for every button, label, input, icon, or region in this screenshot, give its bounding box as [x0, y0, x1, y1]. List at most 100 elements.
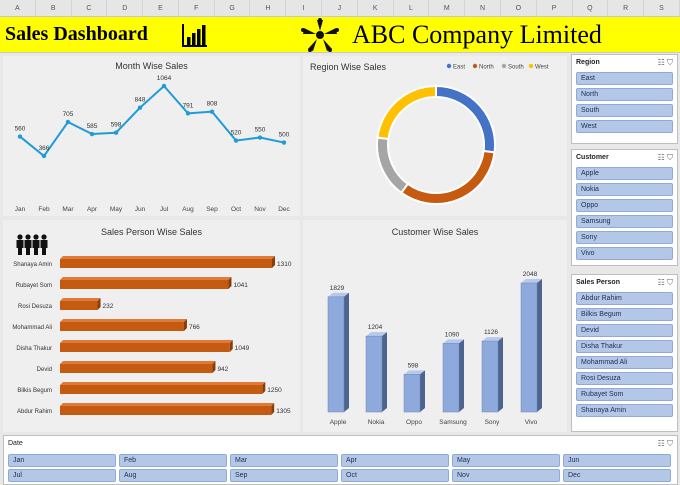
customer-slicer-item[interactable]: Sony	[576, 231, 673, 244]
column-header-d[interactable]: D	[107, 0, 144, 17]
date-slicer[interactable]: Date ☷ ⛉ Jan Feb Mar Apr May Jun Jul Aug Sep Oct N…	[3, 435, 678, 485]
multi-select-icon[interactable]: ☷	[657, 439, 665, 448]
customer-slicer-item[interactable]: Vivo	[576, 247, 673, 260]
date-slicer-item[interactable]: Jan	[8, 454, 116, 467]
salesperson-slicer-item[interactable]: Abdur Rahim	[576, 292, 673, 305]
salesperson-slicer-item[interactable]: Rubayet Som	[576, 388, 673, 401]
column-header-i[interactable]: I	[286, 0, 323, 17]
salesperson-slicer-item[interactable]: Mohammad Ali	[576, 356, 673, 369]
filter-clear-icon[interactable]: ⛉	[667, 58, 673, 67]
column-header-e[interactable]: E	[143, 0, 179, 17]
date-slicer-item[interactable]: Dec	[563, 469, 671, 482]
sp-tick-label: Devid	[37, 367, 52, 373]
legend-label: East	[453, 64, 465, 70]
salesperson-slicer-item[interactable]: Devid	[576, 324, 673, 337]
column-header-r[interactable]: R	[608, 0, 645, 17]
column-header-b[interactable]: B	[36, 0, 72, 17]
column-header-c[interactable]: C	[72, 0, 108, 17]
column-header-f[interactable]: F	[179, 0, 215, 17]
column-header-h[interactable]: H	[250, 0, 287, 17]
cust-bar-top	[328, 292, 349, 297]
filter-clear-icon[interactable]: ⛉	[667, 278, 673, 287]
month-data-label: 585	[87, 123, 98, 130]
salesperson-slicer[interactable]: Sales Person ☷ ⛉ Abdur Rahim Bilkis Begum…	[571, 274, 678, 432]
month-data-label: 520	[231, 130, 242, 137]
cust-bar-side	[382, 332, 387, 412]
date-slicer-item[interactable]: Apr	[341, 454, 449, 467]
customer-slicer-icons: ☷ ⛉	[658, 153, 673, 163]
column-header-o[interactable]: O	[501, 0, 537, 17]
sp-data-label: 1041	[233, 282, 248, 289]
region-slice-west	[376, 84, 437, 141]
date-slicer-header: Date	[8, 440, 23, 447]
date-slicer-item[interactable]: Feb	[119, 454, 227, 467]
sp-bar-top	[60, 340, 233, 343]
column-header-m[interactable]: M	[429, 0, 466, 17]
multi-select-icon[interactable]: ☷	[657, 153, 665, 162]
legend-label: North	[479, 64, 494, 70]
region-slicer-item[interactable]: South	[576, 104, 673, 117]
date-slicer-item[interactable]: Mar	[230, 454, 338, 467]
month-chart-panel[interactable]: Month Wise Sales 560 Jan 366 Feb 705 Mar 585 Ap…	[3, 56, 300, 216]
region-slicer-item[interactable]: East	[576, 72, 673, 85]
region-chart-panel[interactable]: Region Wise Sales East North South West	[303, 56, 567, 216]
customer-slicer[interactable]: Customer ☷ ⛉ Apple Nokia Oppo Samsung Sony Vi…	[571, 149, 678, 266]
filter-clear-icon[interactable]: ⛉	[667, 153, 673, 162]
salesperson-slicer-item[interactable]: Rosi Desuza	[576, 372, 673, 385]
month-point	[17, 134, 23, 139]
customer-slicer-item[interactable]: Oppo	[576, 199, 673, 212]
region-slicer[interactable]: Region ☷ ⛉ East North South West	[571, 54, 678, 144]
salesperson-slicer-item[interactable]: Shanaya Amin	[576, 404, 673, 417]
date-slicer-item[interactable]: Sep	[230, 469, 338, 482]
salesperson-slicer-item[interactable]: Bilkis Begum	[576, 308, 673, 321]
customer-chart-panel[interactable]: Customer Wise Sales 1829 Apple 1204 Nokia 59…	[303, 220, 567, 432]
month-data-label: 500	[279, 132, 290, 139]
month-tick-label: Dec	[278, 206, 290, 213]
multi-select-icon[interactable]: ☷	[657, 58, 665, 67]
region-slice-south	[376, 136, 410, 195]
sp-bar	[60, 343, 230, 352]
date-slicer-item[interactable]: Aug	[119, 469, 227, 482]
column-header-n[interactable]: N	[465, 0, 501, 17]
column-header-a[interactable]: A	[0, 0, 36, 17]
region-slicer-item[interactable]: North	[576, 88, 673, 101]
date-slicer-item[interactable]: Jun	[563, 454, 671, 467]
date-slicer-item[interactable]: Nov	[452, 469, 560, 482]
customer-column-chart: 1829 Apple 1204 Nokia 598 Oppo 1090 Samsung 1126…	[327, 271, 542, 426]
column-header-j[interactable]: J	[322, 0, 358, 17]
customer-slicer-item[interactable]: Nokia	[576, 183, 673, 196]
sp-bar-side	[229, 340, 233, 352]
column-header-q[interactable]: Q	[573, 0, 609, 17]
column-header-p[interactable]: P	[537, 0, 573, 17]
column-header-l[interactable]: L	[394, 0, 430, 17]
multi-select-icon[interactable]: ☷	[657, 278, 665, 287]
cust-tick-label: Sony	[485, 419, 501, 426]
salesperson-slicer-item[interactable]: Disha Thakur	[576, 340, 673, 353]
column-header-g[interactable]: G	[215, 0, 251, 17]
column-header-s[interactable]: S	[644, 0, 680, 17]
sp-tick-label: Shanaya Amin	[13, 262, 52, 268]
cust-tick-label: Vivo	[525, 419, 538, 426]
customer-chart-title: Customer Wise Sales	[391, 227, 479, 237]
sp-tick-label: Rosi Desuza	[18, 304, 53, 310]
region-slicer-item[interactable]: West	[576, 120, 673, 133]
date-slicer-item[interactable]: May	[452, 454, 560, 467]
month-point	[209, 109, 215, 114]
cust-tick-label: Nokia	[368, 419, 385, 426]
cust-data-label: 598	[408, 362, 419, 369]
cust-bar-side	[498, 337, 503, 412]
customer-slicer-item[interactable]: Samsung	[576, 215, 673, 228]
salesperson-slicer-icons: ☷ ⛉	[658, 278, 673, 288]
sp-bar-side	[272, 256, 275, 268]
banner: Sales Dashboard ABC Company	[0, 17, 680, 53]
salesperson-chart-panel[interactable]: Sales Person Wise Sales Shanaya Amin 1310…	[3, 220, 300, 432]
customer-slicer-item[interactable]: Apple	[576, 167, 673, 180]
date-slicer-item[interactable]: Jul	[8, 469, 116, 482]
sp-bar-top	[60, 277, 232, 280]
column-header-k[interactable]: K	[358, 0, 394, 17]
date-slicer-item[interactable]: Oct	[341, 469, 449, 482]
filter-clear-icon[interactable]: ⛉	[667, 439, 673, 448]
sp-bar-top	[60, 298, 101, 301]
